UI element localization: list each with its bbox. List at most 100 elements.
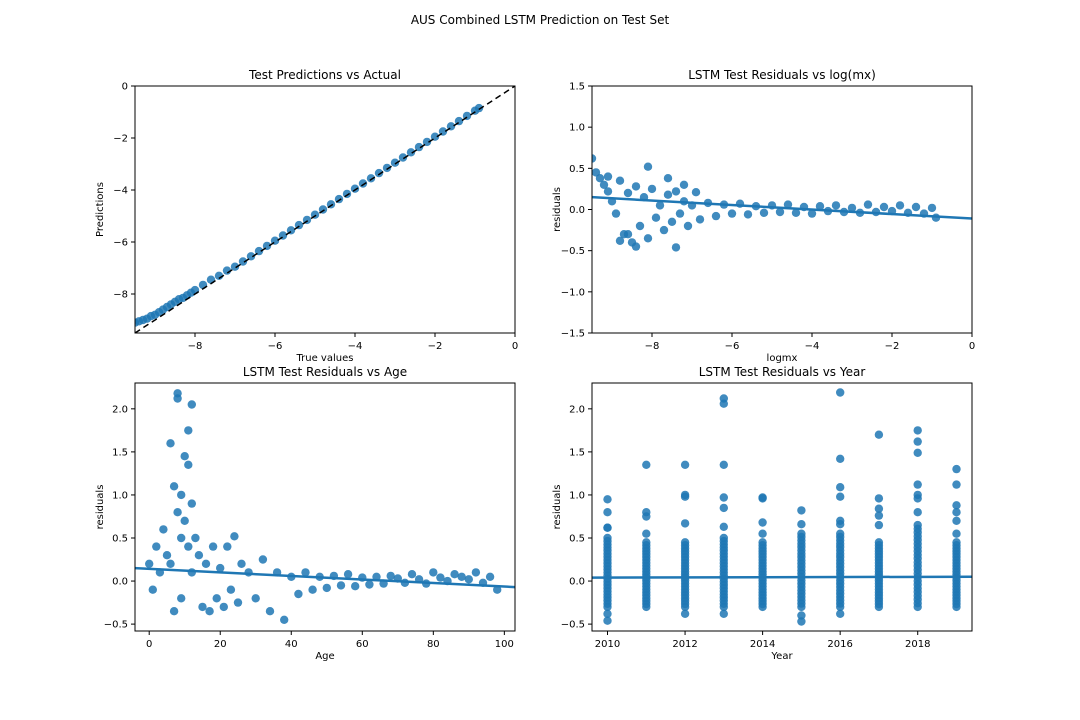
- data-point: [184, 542, 193, 551]
- data-point: [680, 492, 690, 501]
- data-point: [351, 582, 360, 591]
- data-point: [474, 103, 484, 113]
- data-point: [206, 275, 216, 284]
- data-point: [913, 437, 922, 446]
- data-point: [952, 480, 961, 489]
- data-point: [680, 538, 690, 547]
- data-point: [471, 568, 481, 577]
- data-point: [173, 508, 182, 517]
- data-point: [623, 230, 633, 239]
- data-point: [603, 609, 612, 618]
- y-tick-label: −1.0: [561, 287, 585, 298]
- y-tick-label: 1.5: [569, 447, 585, 458]
- axes-frame: [591, 382, 973, 632]
- p2-plot-area: [592, 154, 972, 252]
- p1-xlabel: True values: [296, 353, 354, 364]
- data-point: [595, 174, 605, 183]
- data-point: [836, 520, 845, 529]
- regression-line: [135, 566, 515, 589]
- p3-xlabel: Age: [315, 651, 334, 662]
- y-tick-label: −1.5: [561, 329, 585, 340]
- data-point: [913, 520, 922, 530]
- data-point: [358, 179, 368, 188]
- data-point: [719, 609, 728, 618]
- x-tick-label: 0: [512, 341, 518, 352]
- data-point: [691, 188, 701, 197]
- data-point: [280, 615, 289, 624]
- data-point: [180, 516, 189, 525]
- data-point: [177, 490, 186, 500]
- data-point: [226, 585, 236, 594]
- data-point: [913, 494, 922, 503]
- data-point: [783, 200, 793, 209]
- data-point: [711, 211, 721, 221]
- x-tick-label: 2010: [595, 639, 620, 650]
- data-point: [631, 242, 641, 251]
- data-point: [219, 602, 228, 612]
- data-point: [493, 585, 502, 594]
- data-point: [212, 594, 221, 603]
- y-tick-label: −2: [113, 134, 128, 145]
- y-tick-label: −8: [113, 290, 128, 301]
- x-tick-label: −4: [805, 341, 820, 352]
- data-point: [152, 542, 161, 551]
- data-point: [797, 520, 806, 529]
- data-point: [615, 236, 625, 245]
- data-point: [457, 572, 466, 581]
- data-point: [671, 243, 681, 252]
- data-point: [365, 580, 374, 589]
- data-point: [177, 533, 186, 543]
- y-tick-label: 1.0: [569, 123, 585, 134]
- data-point: [797, 529, 806, 538]
- y-tick-label: 2.0: [112, 404, 128, 415]
- data-point: [398, 153, 408, 162]
- x-tick-label: −6: [268, 341, 283, 352]
- data-point: [308, 585, 317, 594]
- x-tick-label: 2012: [672, 639, 697, 650]
- data-point: [386, 571, 395, 581]
- x-tick-label: −8: [188, 341, 203, 352]
- x-tick-label: −2: [428, 341, 443, 352]
- data-point: [422, 137, 432, 147]
- data-point: [836, 492, 845, 501]
- data-point: [336, 581, 346, 590]
- data-point: [895, 201, 905, 210]
- p3-title: LSTM Test Residuals vs Age: [243, 365, 407, 379]
- data-point: [166, 559, 175, 568]
- data-point: [679, 180, 689, 189]
- data-point: [836, 529, 845, 538]
- p4-ylabel: residuals: [552, 485, 563, 530]
- data-point: [216, 563, 225, 573]
- regression-line: [592, 575, 972, 579]
- regression-line: [592, 195, 972, 220]
- data-point: [663, 174, 673, 183]
- data-point: [159, 525, 168, 534]
- data-point: [187, 568, 196, 577]
- data-point: [758, 518, 767, 527]
- x-tick-label: 60: [356, 639, 369, 650]
- data-point: [334, 194, 344, 204]
- axes-frame: [134, 382, 516, 632]
- data-point: [223, 542, 232, 551]
- p4-title: LSTM Test Residuals vs Year: [699, 365, 866, 379]
- data-point: [913, 508, 922, 517]
- axes-frame: [134, 85, 516, 334]
- data-point: [603, 523, 612, 532]
- data-point: [246, 252, 256, 261]
- x-tick-label: −2: [885, 341, 900, 352]
- data-point: [719, 460, 728, 469]
- figure-suptitle: AUS Combined LSTM Prediction on Test Set: [411, 13, 670, 27]
- p2-xlabel: logmx: [767, 353, 798, 364]
- data-point: [952, 464, 961, 474]
- p3-plot-area: [135, 389, 515, 624]
- identity-reference-line: [135, 86, 515, 333]
- data-point: [233, 598, 243, 607]
- data-point: [655, 201, 665, 210]
- data-point: [663, 190, 673, 199]
- data-point: [719, 399, 728, 408]
- data-point: [913, 480, 922, 489]
- data-point: [631, 182, 641, 191]
- data-point: [169, 607, 179, 616]
- data-point: [758, 494, 767, 503]
- x-tick-label: 40: [285, 639, 298, 650]
